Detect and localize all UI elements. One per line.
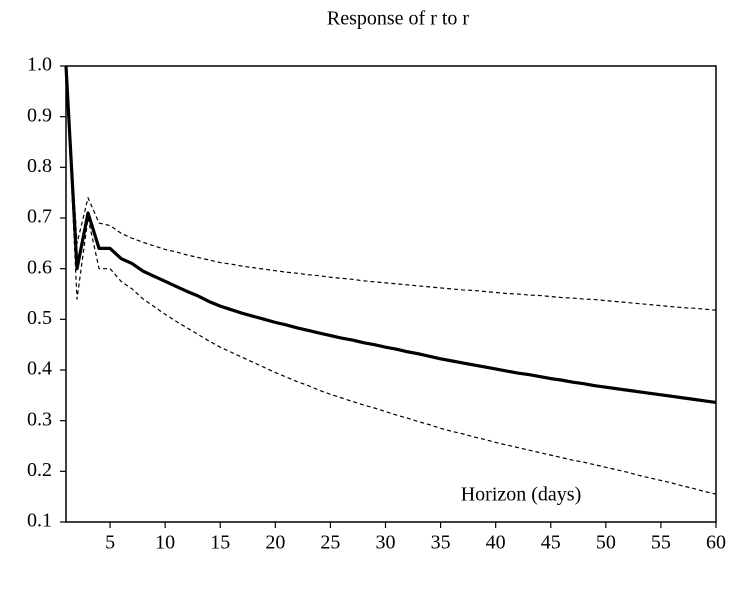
x-tick-label: 15 (210, 532, 230, 554)
y-tick-label: 0.7 (27, 206, 52, 228)
x-tick-label: 25 (320, 532, 340, 554)
y-tick-label: 0.3 (27, 408, 52, 430)
x-tick-label: 5 (105, 532, 115, 554)
x-tick-label: 40 (486, 532, 506, 554)
confidence-band (65, 65, 717, 311)
x-tick-label: 45 (541, 532, 561, 554)
x-tick-label: 20 (265, 532, 285, 554)
response-line (64, 65, 717, 405)
x-tick-label: 30 (375, 532, 395, 554)
y-tick-label: 0.2 (27, 459, 52, 481)
x-tick-label: 55 (651, 532, 671, 554)
y-tick-label: 0.9 (27, 104, 52, 126)
y-tick-label: 0.4 (27, 358, 52, 380)
x-tick-label: 60 (706, 532, 726, 554)
y-tick-label: 0.1 (27, 510, 52, 532)
y-tick-label: 0.6 (27, 256, 52, 278)
x-tick-label: 50 (596, 532, 616, 554)
y-tick-label: 1.0 (27, 54, 52, 76)
chart-title: Response of r to r (327, 8, 470, 30)
y-tick-label: 0.8 (27, 155, 52, 177)
plot-frame (65, 65, 717, 523)
annotation: Horizon (days) (461, 484, 582, 506)
x-tick-label: 10 (155, 532, 175, 554)
x-tick-label: 35 (431, 532, 451, 554)
y-tick-label: 0.5 (27, 307, 52, 329)
